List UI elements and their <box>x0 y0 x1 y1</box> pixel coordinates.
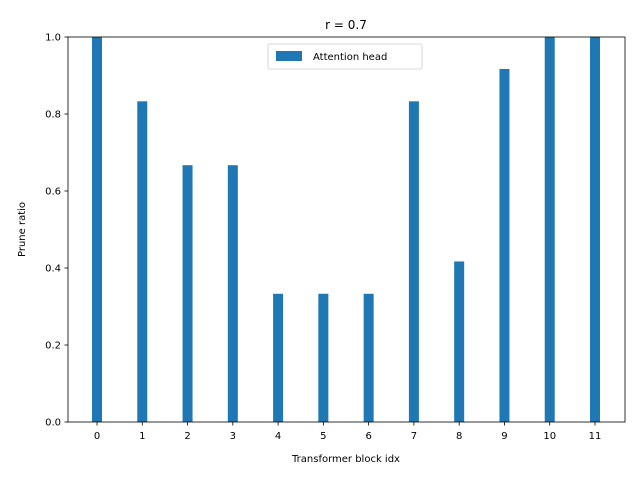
y-tick-label-0.2: 0.2 <box>45 341 61 352</box>
bar-block-10 <box>544 37 555 422</box>
x-tick-label-2: 2 <box>184 431 190 442</box>
chart-title: r = 0.7 <box>325 18 367 32</box>
bar-block-0 <box>92 37 102 422</box>
x-tick-label-7: 7 <box>411 431 417 442</box>
x-tick-label-10: 10 <box>543 431 556 442</box>
bar-block-4 <box>273 293 284 422</box>
bar-block-1 <box>137 101 148 423</box>
legend-label: Attention head <box>313 52 387 63</box>
y-tick-label-0.0: 0.0 <box>45 418 61 429</box>
y-tick-label-0.8: 0.8 <box>45 110 61 121</box>
x-tick-label-1: 1 <box>139 431 145 442</box>
x-tick-label-11: 11 <box>589 431 602 442</box>
x-tick-label-5: 5 <box>320 431 326 442</box>
x-tick-label-4: 4 <box>275 431 281 442</box>
bars-group <box>92 37 600 423</box>
bar-block-7 <box>408 101 419 423</box>
bar-block-2 <box>182 165 193 422</box>
x-tick-label-6: 6 <box>365 431 371 442</box>
bar-block-11 <box>590 37 600 422</box>
legend-box <box>267 43 423 70</box>
legend-swatch <box>276 51 302 61</box>
y-axis-ticks: 0.0 0.2 0.4 0.6 0.8 1.0 <box>45 33 68 429</box>
y-tick-label-1.0: 1.0 <box>45 33 61 44</box>
y-tick-label-0.4: 0.4 <box>45 264 61 275</box>
plot-frame <box>67 36 626 423</box>
x-axis-label: Transformer block idx <box>291 454 400 465</box>
bar-block-6 <box>363 293 374 422</box>
legend: Attention head <box>267 43 423 70</box>
x-tick-label-9: 9 <box>501 431 507 442</box>
x-tick-label-8: 8 <box>456 431 462 442</box>
bar-block-8 <box>454 261 465 422</box>
x-tick-label-3: 3 <box>230 431 236 442</box>
bar-block-9 <box>499 68 510 422</box>
bar-block-3 <box>227 165 238 422</box>
x-tick-label-0: 0 <box>94 431 100 442</box>
bar-block-5 <box>318 293 329 422</box>
y-axis-label: Prune ratio <box>17 202 28 257</box>
y-tick-label-0.6: 0.6 <box>45 187 61 198</box>
x-axis-ticks: 0 1 2 3 4 5 6 7 8 9 10 11 <box>94 422 602 442</box>
